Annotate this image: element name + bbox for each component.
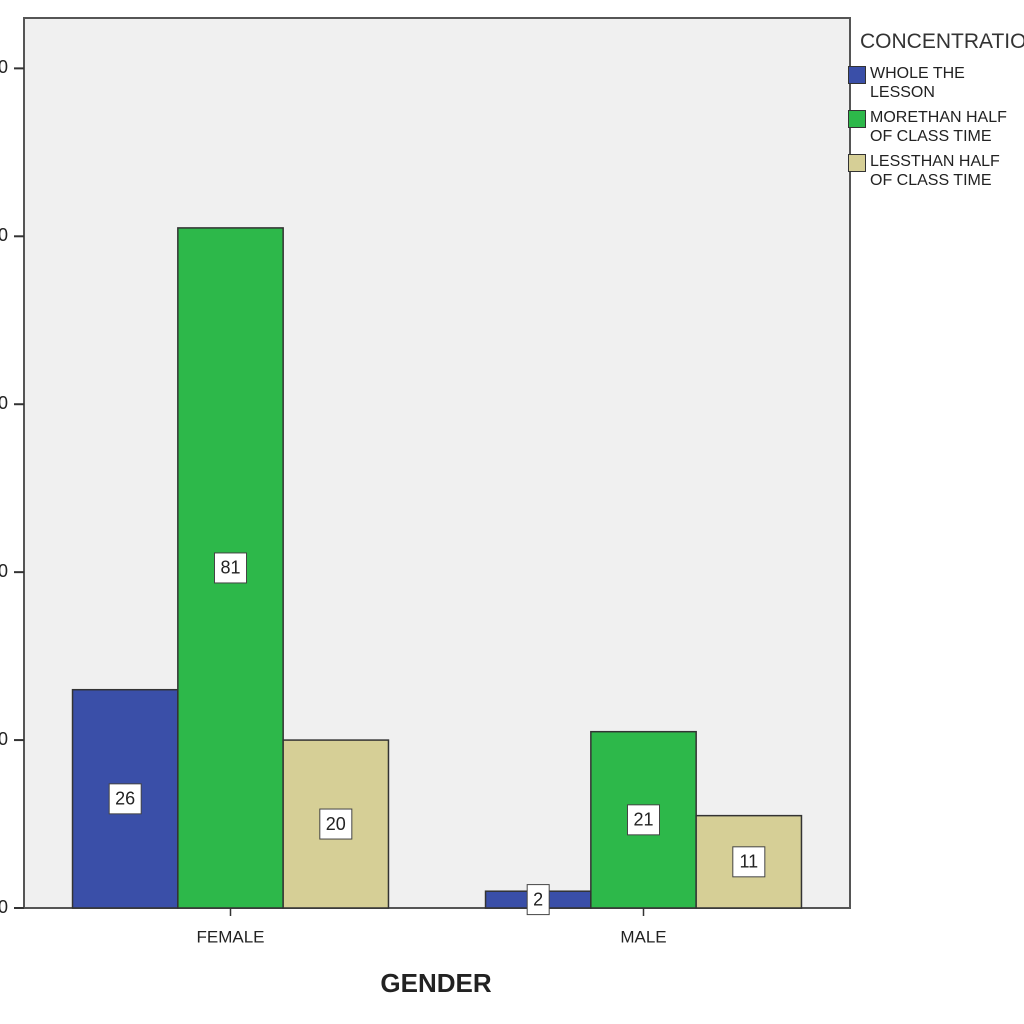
legend-item: WHOLE THE LESSON (848, 64, 1024, 102)
value-label-text: 26 (115, 789, 135, 809)
value-label-text: 21 (633, 810, 653, 830)
legend-title: CONCENTRATION (860, 30, 1024, 53)
value-label-box (214, 552, 247, 584)
value-label-box (526, 884, 550, 916)
value-label-text: 11 (739, 852, 758, 872)
y-tick-label: 0 (0, 897, 8, 917)
y-tick-label: 80 (0, 225, 8, 245)
legend-label: WHOLE THE LESSON (870, 65, 965, 101)
legend-item: LESSTHAN HALF OF CLASS TIME (848, 152, 1024, 190)
x-tick-label: MALE (620, 927, 666, 946)
value-label: 21 (627, 804, 660, 836)
x-tick-label: FEMALE (196, 927, 264, 946)
y-tick-label: 60 (0, 393, 8, 413)
value-label: 11 (732, 846, 766, 878)
value-label-box (319, 808, 353, 840)
y-tick-label: 40 (0, 561, 8, 581)
value-label-text: 2 (533, 889, 543, 909)
value-label: 81 (214, 552, 247, 584)
value-label-text: 81 (220, 558, 240, 578)
value-label-box (732, 846, 766, 878)
legend-swatch (848, 110, 866, 128)
legend-swatch (848, 66, 866, 84)
legend-label: MORETHAN HALF OF CLASS TIME (870, 109, 1007, 145)
value-label-text: 20 (326, 814, 346, 834)
legend-label: LESSTHAN HALF OF CLASS TIME (870, 153, 1000, 189)
value-label: 20 (319, 808, 353, 840)
value-label-box (627, 804, 660, 836)
value-label: 26 (108, 783, 142, 815)
y-tick-label: 100 (0, 57, 8, 77)
legend-item: MORETHAN HALF OF CLASS TIME (848, 108, 1024, 146)
x-axis-title: GENDER (380, 968, 491, 998)
legend: CONCENTRATION WHOLE THE LESSON MORETHAN H… (848, 30, 1024, 196)
legend-swatch (848, 154, 866, 172)
value-label: 2 (526, 884, 550, 916)
value-label-box (108, 783, 142, 815)
y-tick-label: 20 (0, 729, 8, 749)
